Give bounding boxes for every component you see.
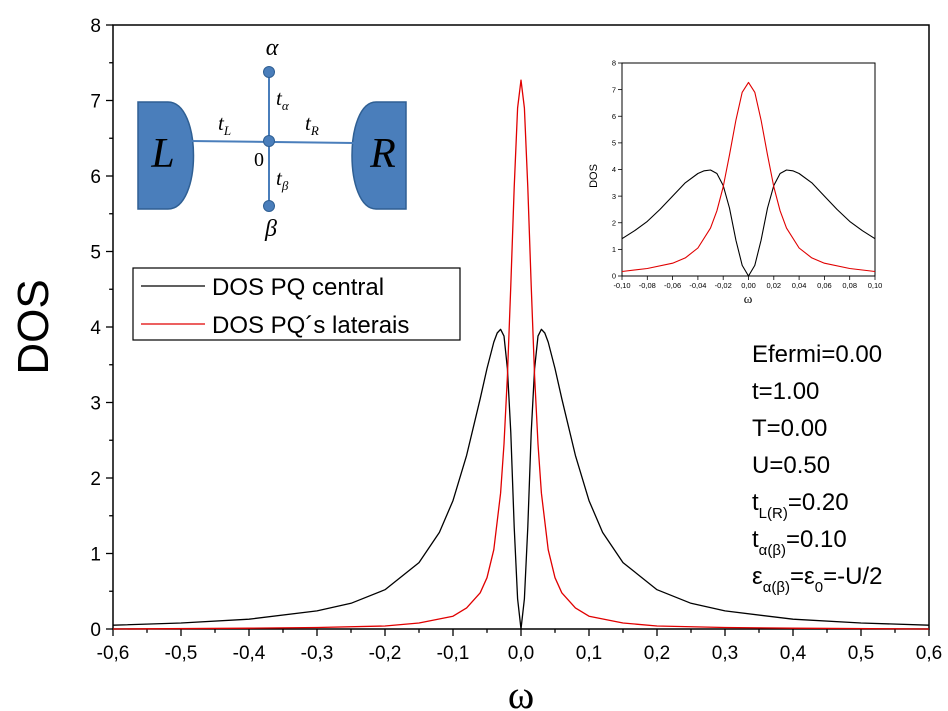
main-x-tick-label: -0,5 [165, 643, 198, 664]
main-x-tick-label: 0,2 [644, 643, 670, 664]
dot-top-label: α [266, 35, 279, 61]
parameter-list: Efermi=0.00 t=1.00 T=0.00 U=0.50 tL(R)=0.20 t… [752, 341, 882, 596]
main-y-ticks: 0 1 2 3 4 5 6 7 8 [90, 16, 113, 641]
main-y-tick-label: 8 [90, 16, 101, 37]
lead-right [351, 101, 407, 210]
dot-bottom-label: β [264, 216, 277, 242]
main-y-axis-label: DOS [9, 279, 58, 374]
main-y-tick-label: 6 [90, 167, 101, 188]
inset-y-tick-label: 0 [612, 272, 616, 281]
legend: DOS PQ central DOS PQ´s laterais [132, 267, 461, 341]
main-y-tick-label: 2 [90, 469, 101, 490]
inset-x-tick-label: -0,06 [664, 281, 681, 290]
dot-bottom [263, 200, 275, 212]
inset-x-ticks: -0,10 -0,08 -0,06 -0,04 -0,02 0,00 0,02 0,04 0,0… [613, 276, 882, 290]
main-x-ticks: -0,6 -0,5 -0,4 -0,3 -0,2 -0,1 0,0 0,1 0,2 0,3 0,4 0… [97, 629, 942, 664]
dot-center [263, 135, 275, 147]
inset-x-tick-label: 0,00 [741, 281, 756, 290]
main-x-tick-label: -0,6 [97, 643, 130, 664]
parameter-line: Efermi=0.00 [752, 341, 882, 368]
coupling-top-label: tα [276, 86, 290, 113]
main-x-tick-label: 0,0 [508, 643, 534, 664]
parameter-line: tα(β)=0.10 [752, 526, 847, 559]
main-y-tick-label: 1 [90, 544, 101, 565]
main-series-1-line [112, 79, 930, 630]
inset-x-axis-label: ω [744, 291, 753, 306]
main-x-tick-label: 0,1 [576, 643, 602, 664]
inset-y-ticks: 0 1 2 3 4 5 6 7 8 [612, 59, 622, 281]
main-x-tick-label: -0,3 [301, 643, 334, 664]
inset-y-tick-label: 6 [612, 112, 616, 121]
inset-series-0-line [621, 169, 876, 277]
main-x-tick-label: -0,1 [437, 643, 470, 664]
main-x-tick-label: 0,5 [848, 643, 874, 664]
inset-x-tick-label: -0,10 [613, 281, 630, 290]
main-x-axis-label: ω [508, 672, 534, 711]
inset-x-tick-label: -0,02 [715, 281, 732, 290]
parameter-line: εα(β)=ε0=-U/2 [752, 563, 882, 596]
main-series-0-line [112, 328, 930, 630]
legend-label-laterais: DOS PQ´s laterais [212, 312, 409, 339]
inset-x-tick-label: 0,10 [868, 281, 883, 290]
main-y-tick-label: 7 [90, 91, 101, 112]
main-series-lines [112, 79, 930, 630]
main-plot: -0,6 -0,5 -0,4 -0,3 -0,2 -0,1 0,0 0,1 0,2 0,3 0,4 0… [9, 16, 942, 711]
parameter-line: T=0.00 [752, 415, 827, 442]
main-y-tick-label: 4 [90, 318, 101, 339]
parameter-line: tL(R)=0.20 [752, 489, 849, 522]
main-x-tick-label: 0,4 [780, 643, 807, 664]
legend-label-central: DOS PQ central [212, 274, 384, 301]
inset-x-tick-label: -0,04 [689, 281, 706, 290]
inset-y-tick-label: 5 [612, 139, 616, 148]
dot-center-label: 0 [254, 149, 264, 171]
dot-top [263, 66, 275, 78]
inset-plot-frame [621, 62, 876, 277]
inset-y-tick-label: 8 [612, 59, 616, 68]
inset-x-tick-label: 0,02 [766, 281, 781, 290]
inset-series-lines [621, 81, 876, 277]
inset-y-tick-label: 2 [612, 218, 616, 227]
inset-x-tick-label: 0,06 [817, 281, 832, 290]
coupling-right-label: tR [305, 111, 319, 138]
inset-y-tick-label: 7 [612, 85, 616, 94]
inset-y-tick-label: 1 [612, 245, 616, 254]
inset-y-tick-label: 3 [612, 192, 616, 201]
main-y-tick-label: 3 [90, 393, 101, 414]
main-y-tick-label: 5 [90, 242, 101, 263]
coupling-bottom-label: tβ [276, 166, 289, 193]
lead-left [137, 101, 195, 210]
main-x-tick-label: 0,6 [916, 643, 942, 664]
legend-box [132, 267, 461, 341]
main-x-tick-label: -0,4 [233, 643, 266, 664]
inset-series-1-line [621, 81, 876, 273]
lead-left-label: L [150, 131, 174, 177]
inset-x-tick-label: -0,08 [639, 281, 656, 290]
inset-x-tick-label: 0,04 [792, 281, 807, 290]
parameter-line: t=1.00 [752, 378, 819, 405]
main-x-tick-label: 0,3 [712, 643, 738, 664]
inset-plot: -0,10 -0,08 -0,06 -0,04 -0,02 0,00 0,02 0,04 0,0… [588, 59, 882, 306]
main-x-tick-label: -0,2 [369, 643, 402, 664]
main-y-tick-label: 0 [90, 620, 101, 641]
coupling-left-label: tL [218, 111, 231, 138]
quantum-dot-diagram: L R α β 0 tL tR tα tβ [137, 35, 407, 242]
inset-y-axis-label: DOS [588, 164, 600, 188]
lead-right-label: R [369, 131, 396, 177]
parameter-line: U=0.50 [752, 452, 830, 479]
inset-y-tick-label: 4 [612, 165, 616, 174]
inset-x-tick-label: 0,08 [842, 281, 857, 290]
